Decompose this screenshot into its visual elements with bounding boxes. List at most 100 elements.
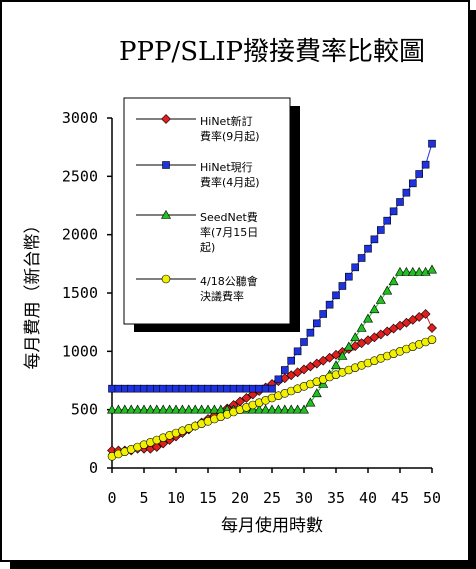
series-point <box>421 160 430 169</box>
series-point <box>223 384 231 393</box>
series-point <box>121 384 129 393</box>
series-point <box>202 404 214 414</box>
series-point <box>420 309 431 319</box>
y-tick-label: 2000 <box>62 226 98 244</box>
legend-label-hinet-current: HiNet現行 <box>200 161 253 174</box>
x-tick-label: 50 <box>423 489 441 507</box>
y-tick-label: 1500 <box>62 284 98 302</box>
series-point <box>261 384 270 393</box>
legend-label-seednet: SeedNet費 <box>200 210 258 224</box>
series-point <box>140 384 148 393</box>
series-point <box>249 384 257 393</box>
series-point <box>292 404 303 414</box>
series-point <box>350 332 361 342</box>
series-point <box>254 404 265 414</box>
series-point <box>414 266 425 276</box>
series-point <box>369 304 380 314</box>
series-point <box>191 384 199 393</box>
legend-label-hinet-new: HiNet新訂 <box>200 114 253 128</box>
chart-title: PPP/SLIP撥接費率比較圖 <box>119 37 425 67</box>
series-point <box>146 384 155 393</box>
series-point <box>330 360 342 370</box>
x-tick-label: 45 <box>391 489 409 507</box>
y-tick-label: 500 <box>71 401 98 419</box>
series-point <box>204 384 212 393</box>
series-point <box>312 319 321 328</box>
series-point <box>351 263 360 272</box>
series-point <box>229 384 238 393</box>
y-tick-label: 2500 <box>62 167 98 185</box>
legend-keys <box>136 114 196 284</box>
series-point <box>402 188 411 197</box>
series-point <box>401 266 412 276</box>
series-point <box>344 272 353 281</box>
series-point <box>153 384 161 393</box>
series-point <box>158 404 169 414</box>
series-point <box>319 310 328 318</box>
series-point <box>177 404 188 414</box>
series-point <box>420 266 431 276</box>
series-point <box>266 404 278 414</box>
series-point <box>255 384 263 393</box>
series-point <box>241 393 252 403</box>
series-point <box>408 179 417 188</box>
series-point <box>394 266 406 276</box>
series-point <box>362 313 374 323</box>
series-point <box>151 442 162 452</box>
series-point <box>106 404 118 414</box>
series-point <box>209 404 220 414</box>
series-point <box>190 404 201 414</box>
series-point <box>133 384 142 393</box>
legend-key-marker <box>161 114 171 124</box>
series-point <box>165 384 174 393</box>
series-point <box>170 404 182 414</box>
series-point <box>242 384 251 393</box>
series-point <box>273 404 284 414</box>
legend-label-seednet-3: 起) <box>200 241 215 254</box>
y-axis-ticks: 0 500 1000 1500 2000 2500 3000 <box>62 109 112 477</box>
series-point <box>427 335 437 344</box>
series-point <box>298 404 310 414</box>
series-point <box>280 366 289 374</box>
series-point <box>357 254 366 262</box>
series-point <box>375 294 386 304</box>
series-point <box>185 384 193 393</box>
x-tick-label: 30 <box>295 489 313 507</box>
x-tick-label: 20 <box>231 489 249 507</box>
series-point <box>388 276 399 286</box>
x-tick-label: 5 <box>139 489 148 507</box>
series-point <box>210 384 219 393</box>
series-point <box>343 341 354 351</box>
series-point <box>114 384 123 393</box>
series-point <box>382 285 393 295</box>
legend-box <box>123 97 291 325</box>
series-1 <box>108 139 436 393</box>
series-point <box>108 384 116 393</box>
series-point <box>286 404 297 414</box>
series-point <box>305 397 316 407</box>
series-point <box>127 384 135 393</box>
series-point <box>279 404 290 414</box>
series-point <box>236 384 244 393</box>
series-point <box>415 170 424 178</box>
x-axis-ticks: 0 5 10 15 20 25 30 35 40 45 50 <box>107 468 441 507</box>
x-tick-label: 10 <box>167 489 185 507</box>
legend-key-marker <box>160 209 172 219</box>
series-point <box>332 291 340 300</box>
series-point <box>138 404 150 414</box>
series-point <box>217 384 225 393</box>
series-point <box>356 322 367 332</box>
x-tick-label: 0 <box>107 489 116 507</box>
series-point <box>126 404 137 414</box>
x-tick-label: 40 <box>359 489 377 507</box>
legend: HiNet新訂 費率(9月起) HiNet現行 費率(4月起) SeedNet費… <box>123 97 300 332</box>
legend-label-hinet-new-2: 費率(9月起) <box>200 129 260 143</box>
series-point <box>274 375 283 384</box>
series-point <box>113 404 124 414</box>
series-point <box>338 282 347 290</box>
series-point <box>172 384 180 393</box>
x-axis-label: 每月使用時數 <box>221 515 323 536</box>
series-point <box>306 328 315 337</box>
x-tick-label: 15 <box>199 489 217 507</box>
